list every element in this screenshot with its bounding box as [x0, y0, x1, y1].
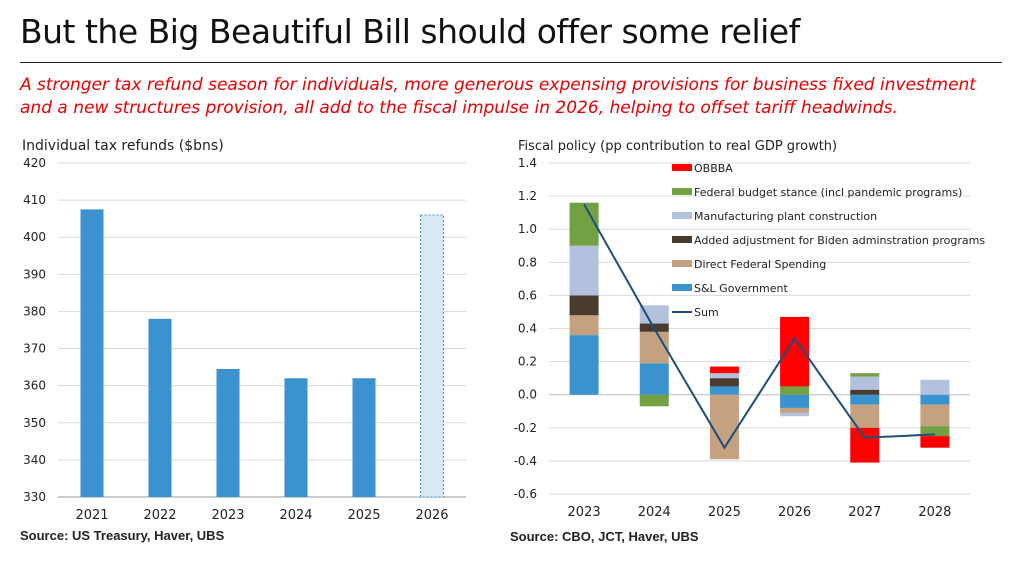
left-x-tick-label: 2022 — [143, 508, 176, 523]
left-y-tick-label: 380 — [23, 304, 46, 318]
stacked-bar-segment — [920, 426, 950, 437]
legend-label: S&L Government — [694, 282, 788, 295]
right-x-tick-label: 2027 — [848, 505, 881, 520]
left-y-tick-label: 400 — [23, 230, 46, 244]
stacked-bar-segment — [569, 202, 599, 246]
left-chart-title: Individual tax refunds ($bns) — [22, 138, 224, 154]
stacked-bar-segment — [709, 378, 739, 387]
right-y-tick-label: 0.0 — [518, 388, 537, 402]
left-x-tick-label: 2026 — [415, 508, 448, 523]
right-y-tick-label: 1.2 — [518, 189, 537, 203]
legend-label: OBBBA — [694, 162, 733, 175]
left-y-tick-label: 350 — [23, 416, 46, 430]
left-bar-projected — [420, 214, 444, 498]
left-source: Source: US Treasury, Haver, UBS — [20, 528, 225, 543]
legend-swatch — [672, 284, 692, 291]
stacked-bar-segment — [780, 412, 810, 417]
stacked-bar-segment — [920, 404, 950, 427]
left-x-tick-label: 2023 — [211, 508, 244, 523]
left-y-tick-label: 410 — [23, 193, 46, 207]
stacked-bar-segment — [780, 386, 810, 395]
right-y-tick-label: 0.4 — [518, 322, 537, 336]
left-bar — [148, 318, 172, 497]
right-y-tick-label: 1.4 — [518, 156, 537, 170]
stacked-bar-segment — [639, 363, 669, 395]
legend-label: Direct Federal Spending — [694, 258, 826, 271]
right-y-tick-label: -0.2 — [514, 421, 537, 435]
stacked-bar-segment — [569, 315, 599, 336]
left-bar — [284, 378, 308, 497]
right-y-tick-label: 0.8 — [518, 255, 537, 269]
stacked-bar-segment — [709, 373, 739, 379]
right-y-tick-label: 0.2 — [518, 355, 537, 369]
stacked-bar-segment — [780, 394, 810, 408]
legend-label: Manufacturing plant construction — [694, 210, 877, 223]
stacked-bar-segment — [709, 366, 739, 374]
legend-swatch — [672, 188, 692, 195]
page-subtitle: A stronger tax refund season for individ… — [20, 75, 976, 118]
stacked-bar-segment — [709, 394, 739, 460]
stacked-bar-segment — [920, 394, 950, 405]
right-chart-title: Fiscal policy (pp contribution to real G… — [518, 139, 838, 154]
stacked-bar-segment — [850, 427, 880, 463]
stacked-bar-segment — [569, 295, 599, 316]
stacked-bar-segment — [920, 436, 950, 448]
legend-label: Federal budget stance (incl pandemic pro… — [694, 186, 962, 199]
right-y-tick-label: -0.6 — [514, 487, 537, 501]
stacked-bar-segment — [920, 379, 950, 395]
left-y-tick-label: 420 — [23, 156, 46, 170]
left-y-tick-label: 360 — [23, 379, 46, 393]
right-y-tick-label: -0.4 — [514, 454, 537, 468]
title-divider — [20, 62, 1002, 63]
right-x-tick-label: 2026 — [778, 505, 811, 520]
stacked-bar-segment — [850, 376, 880, 390]
right-x-tick-label: 2023 — [568, 505, 601, 520]
left-x-tick-label: 2021 — [75, 508, 108, 523]
right-source: Source: CBO, JCT, Haver, UBS — [510, 529, 699, 544]
right-x-tick-label: 2028 — [918, 505, 951, 520]
stacked-bar-segment — [780, 407, 810, 413]
page-title: But the Big Beautiful Bill should offer … — [20, 12, 800, 51]
stacked-bar-segment — [850, 373, 880, 377]
stacked-bar-segment — [850, 394, 880, 405]
stacked-bar-segment — [569, 335, 599, 395]
legend-swatch — [672, 212, 692, 219]
stacked-bar-segment — [639, 305, 669, 324]
legend-swatch — [672, 260, 692, 267]
left-bar — [80, 209, 104, 497]
right-y-tick-label: 1.0 — [518, 222, 537, 236]
legend-swatch — [672, 164, 692, 171]
stacked-bar-segment — [850, 389, 880, 395]
legend-label: Added adjustment for Biden adminstration… — [694, 234, 985, 247]
left-x-tick-label: 2025 — [347, 508, 380, 523]
legend-swatch — [672, 236, 692, 243]
sum-line — [583, 203, 935, 450]
right-x-tick-label: 2024 — [638, 505, 671, 520]
left-x-tick-label: 2024 — [279, 508, 312, 523]
legend-label: Sum — [694, 306, 719, 319]
left-bar — [352, 378, 376, 497]
stacked-bar-segment — [709, 386, 739, 395]
stacked-bar-segment — [639, 394, 669, 407]
left-y-tick-label: 330 — [23, 490, 46, 504]
right-y-tick-label: 0.6 — [518, 288, 537, 302]
left-bar — [216, 368, 240, 497]
stacked-bar-segment — [639, 331, 669, 364]
left-y-tick-label: 370 — [23, 342, 46, 356]
stacked-bar-segment — [569, 245, 599, 296]
stacked-bar-segment — [850, 404, 880, 428]
right-x-tick-label: 2025 — [708, 505, 741, 520]
left-y-tick-label: 390 — [23, 267, 46, 281]
left-y-tick-label: 340 — [23, 453, 46, 467]
